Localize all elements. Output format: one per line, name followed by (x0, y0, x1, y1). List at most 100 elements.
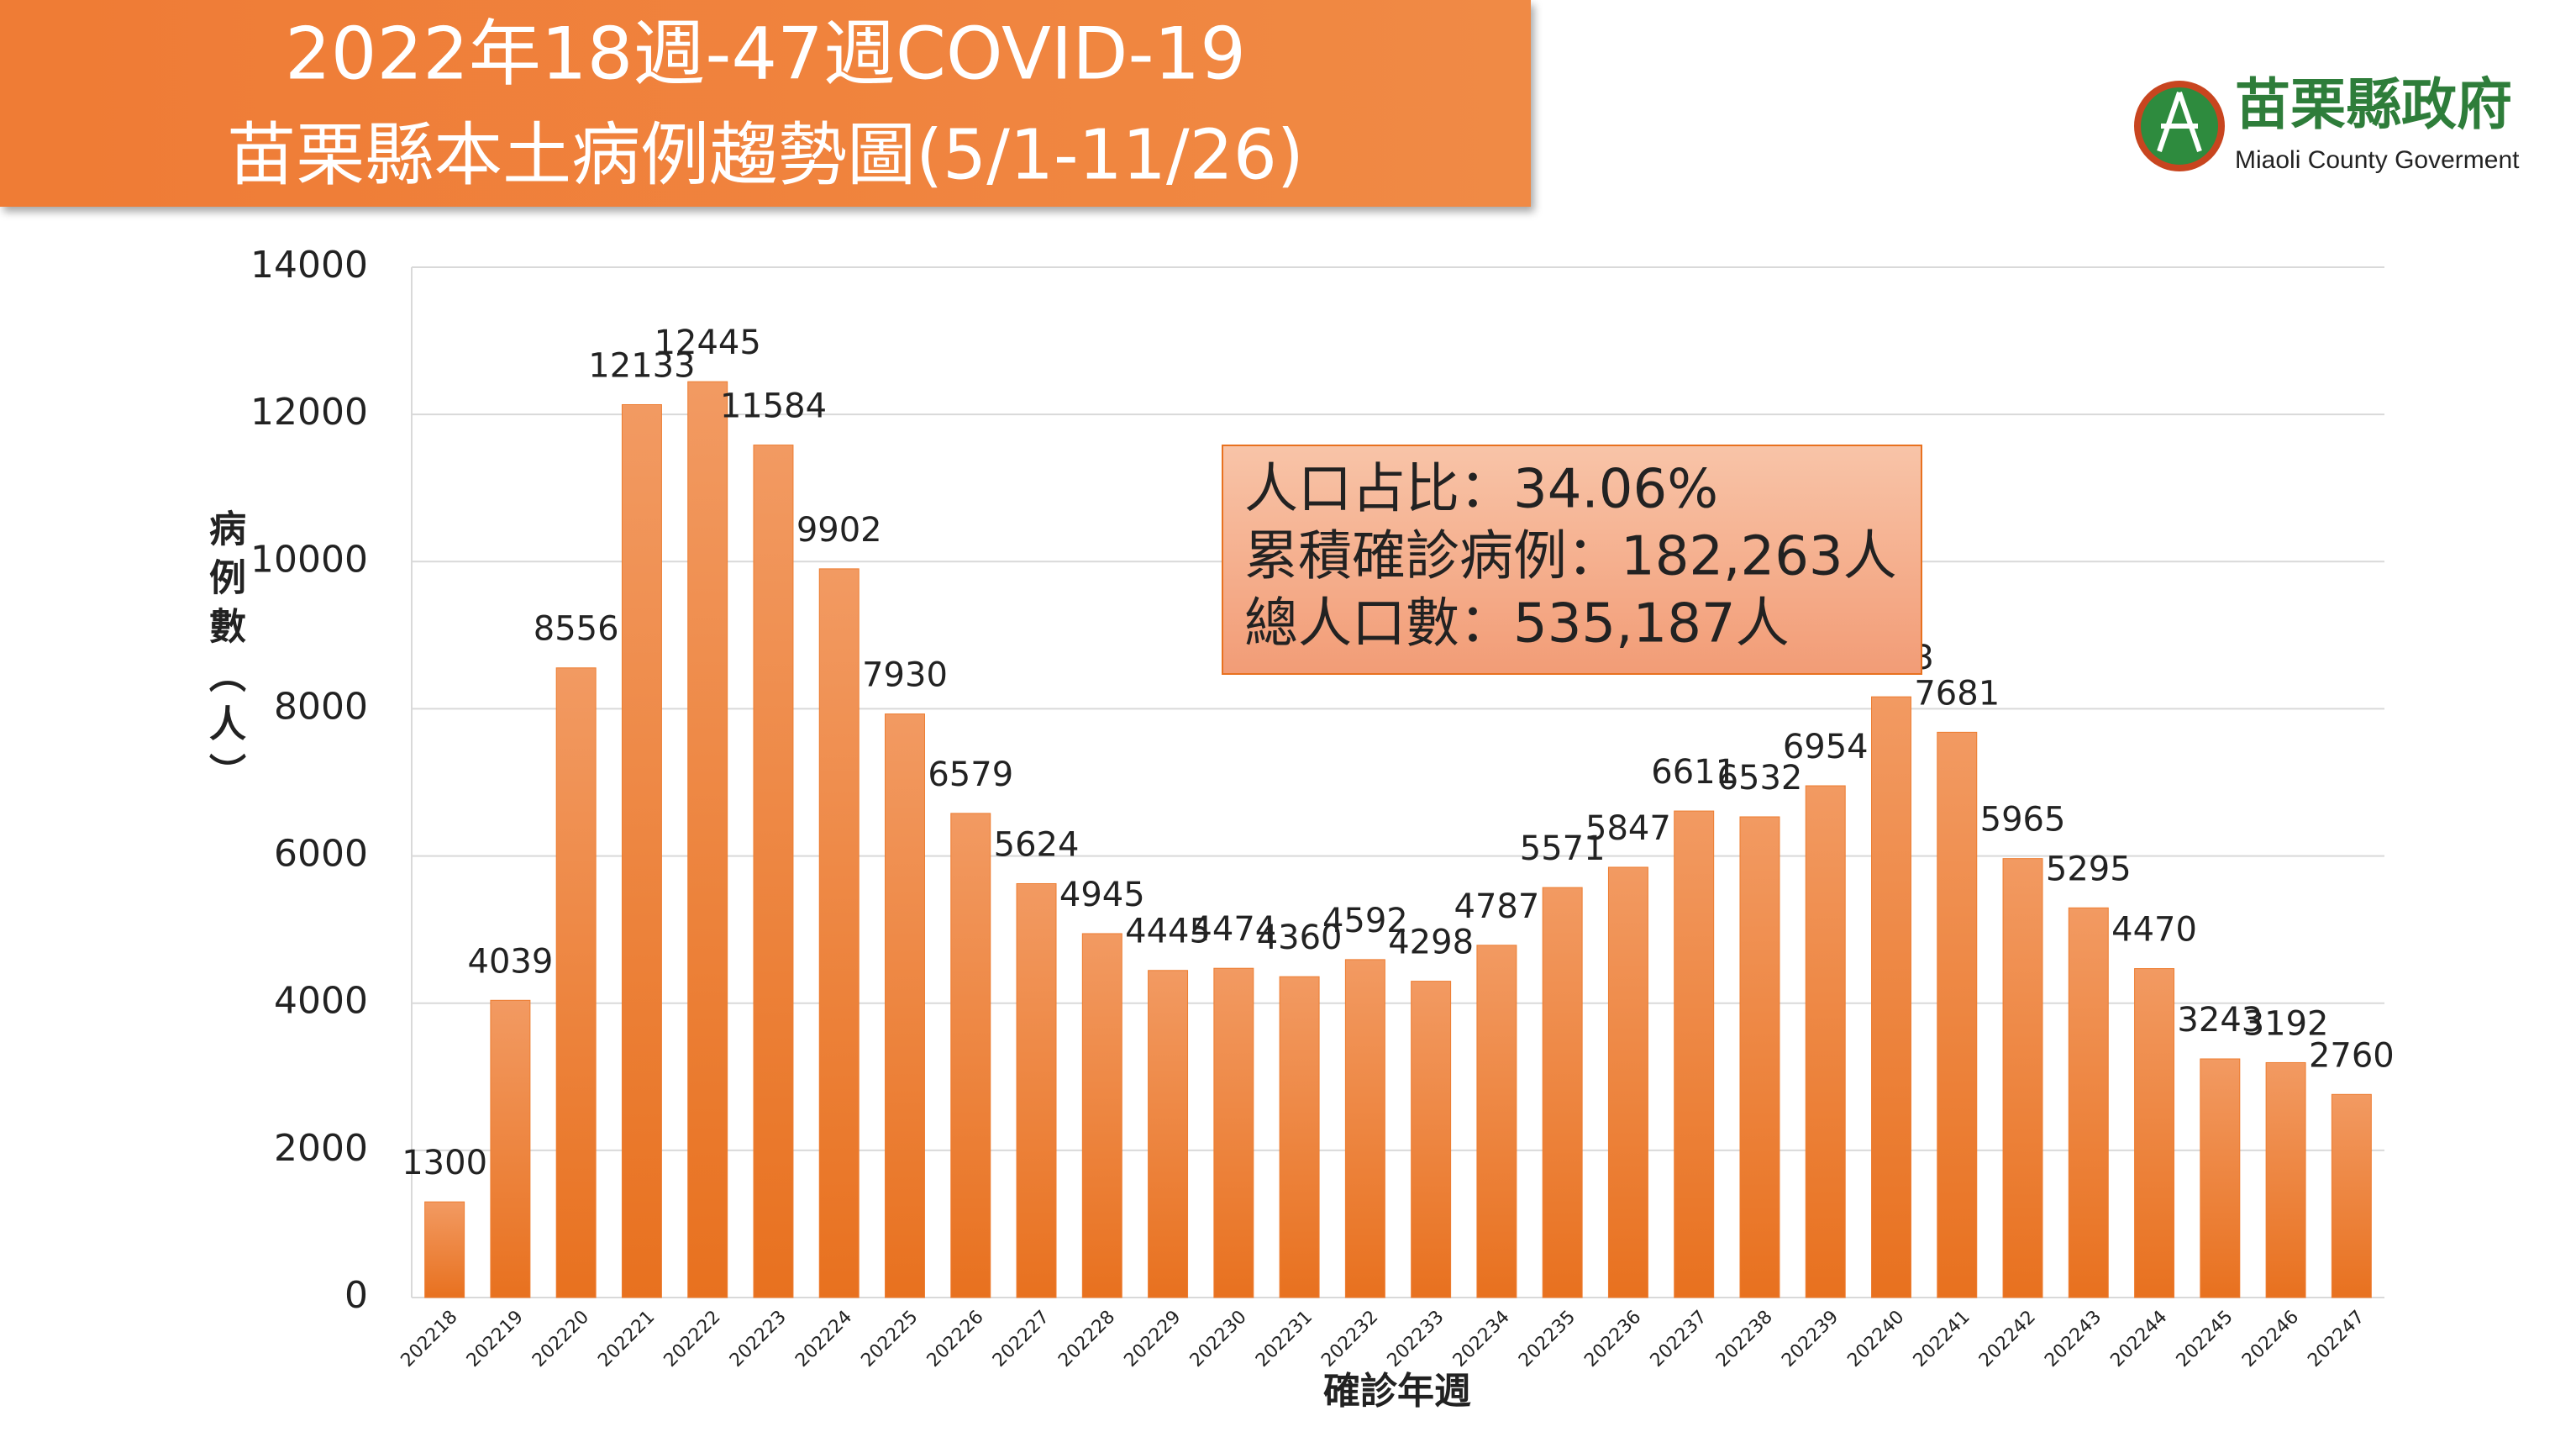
value-label: 5624 (994, 825, 1080, 864)
value-label: 4360 (1257, 919, 1343, 957)
value-label: 6579 (928, 755, 1013, 794)
annotation: 總人口數：535,187人 (1244, 593, 1790, 655)
y-tick-label: 8000 (274, 685, 368, 728)
logo: 苗栗縣政府 Miaoli County Goverment (2134, 71, 2520, 174)
bar (885, 713, 925, 1298)
bar (1411, 981, 1452, 1298)
x-tick-label: 202223 (726, 1307, 791, 1371)
bar (2331, 1093, 2372, 1298)
bar (1148, 970, 1189, 1298)
x-tick-label: 202247 (2304, 1307, 2368, 1371)
bar (2265, 1061, 2306, 1298)
bar (1279, 976, 1320, 1298)
x-tick-label: 202236 (1580, 1307, 1645, 1371)
value-label: 4945 (1059, 876, 1145, 914)
x-tick-label: 202233 (1384, 1307, 1448, 1371)
x-tick-label: 202222 (660, 1307, 725, 1371)
value-label: 6954 (1783, 728, 1869, 766)
bar (1213, 967, 1254, 1298)
value-label: 4474 (1191, 910, 1276, 949)
value-label: 4787 (1454, 887, 1540, 926)
value-label: 5295 (2046, 850, 2132, 888)
y-tick-label: 2000 (274, 1127, 368, 1170)
x-tick-label: 202235 (1515, 1307, 1580, 1371)
value-label: 4039 (468, 942, 554, 981)
bar (2200, 1058, 2241, 1298)
value-label: 5965 (1980, 801, 2066, 840)
x-tick-label: 202229 (1120, 1307, 1185, 1371)
bar (1739, 816, 1780, 1298)
value-label: 5847 (1585, 809, 1671, 848)
x-tick-label: 202226 (923, 1307, 988, 1371)
x-tick-label: 202231 (1252, 1307, 1317, 1371)
x-tick-label: 202244 (2106, 1307, 2171, 1371)
value-label: 11584 (720, 387, 827, 426)
x-tick-label: 202218 (397, 1307, 462, 1371)
value-label: 7681 (1914, 674, 2000, 713)
x-tick-label: 202240 (1843, 1307, 1908, 1371)
y-tick-label: 10000 (250, 538, 368, 581)
logo-subtitle: Miaoli County Goverment (2235, 146, 2520, 174)
y-tick-label: 6000 (274, 833, 368, 876)
value-label: 3243 (2177, 1001, 2263, 1040)
value-label: 6611 (1651, 753, 1737, 792)
value-label: 3192 (2243, 1004, 2329, 1043)
y-axis-label: 病例數（人） (202, 509, 246, 802)
value-label: 4445 (1125, 913, 1211, 951)
value-label: 4470 (2111, 911, 2197, 950)
annotation: 人口占比：34.06% (1244, 459, 1718, 521)
title: 苗栗縣本土病例趨勢圖(5/1-11/26) (227, 115, 1304, 195)
value-label: 8556 (534, 610, 619, 649)
value-label: 4592 (1322, 902, 1408, 940)
bar (424, 1201, 465, 1298)
bar (1016, 882, 1057, 1298)
bar (1607, 866, 1648, 1298)
annotation-box (1222, 445, 1922, 675)
bar (1476, 945, 1517, 1298)
bar (1805, 785, 1846, 1298)
bar (2134, 968, 2175, 1298)
bar (1542, 887, 1583, 1298)
x-tick-label: 202237 (1647, 1307, 1711, 1371)
x-tick-label: 202225 (857, 1307, 922, 1371)
bar (1674, 810, 1715, 1298)
y-tick-label: 0 (344, 1274, 368, 1317)
bar (2068, 907, 2109, 1298)
bar (753, 445, 794, 1298)
x-tick-label: 202224 (791, 1307, 856, 1371)
bar (1937, 731, 1978, 1298)
x-tick-label: 202242 (1975, 1307, 2040, 1371)
x-tick-label: 202232 (1317, 1307, 1382, 1371)
bar (818, 568, 860, 1298)
logo-name: 苗栗縣政府 (2235, 71, 2512, 137)
title: 2022年18週-47週COVID-19 (285, 12, 1246, 96)
bar (490, 999, 531, 1298)
x-tick-label: 202234 (1449, 1307, 1514, 1371)
x-tick-label: 202228 (1054, 1307, 1119, 1371)
y-tick-label: 4000 (274, 980, 368, 1023)
bar (555, 667, 597, 1298)
x-tick-label: 202245 (2173, 1307, 2237, 1371)
y-tick-label: 12000 (250, 391, 368, 434)
x-tick-label: 202238 (1712, 1307, 1777, 1371)
value-label: 4298 (1388, 924, 1474, 962)
x-tick-label: 202243 (2041, 1307, 2105, 1371)
title-banner (0, 0, 1531, 207)
x-tick-label: 202246 (2238, 1307, 2303, 1371)
x-tick-label: 202241 (1910, 1307, 1974, 1371)
value-label: 12133 (588, 346, 695, 385)
value-label: 9902 (796, 511, 882, 550)
bar (1871, 696, 1911, 1298)
value-label: 12445 (655, 324, 761, 362)
y-tick-label: 14000 (250, 244, 368, 287)
bar (687, 381, 728, 1298)
x-tick-label: 202220 (528, 1307, 593, 1371)
x-tick-label: 202227 (989, 1307, 1054, 1371)
value-label: 7930 (862, 656, 948, 695)
bar (1081, 933, 1122, 1298)
x-tick-label: 202230 (1186, 1307, 1251, 1371)
bar (950, 813, 991, 1298)
value-label: 2760 (2309, 1036, 2395, 1075)
value-label: 6532 (1717, 759, 1803, 798)
